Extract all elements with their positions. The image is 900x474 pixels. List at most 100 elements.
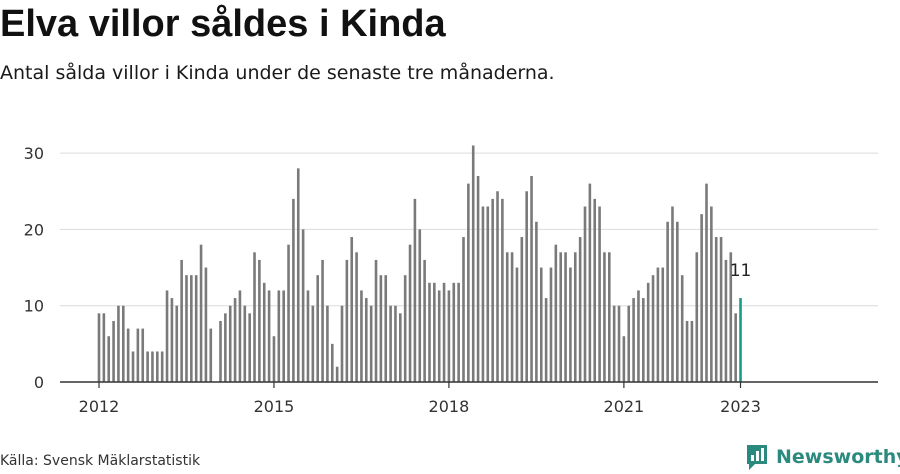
- y-tick-label: 0: [34, 373, 44, 392]
- bar: [671, 206, 674, 382]
- bar: [122, 305, 125, 382]
- bar: [680, 275, 684, 382]
- bar: [603, 252, 606, 382]
- x-tick-label: 2021: [604, 397, 645, 416]
- bar: [233, 298, 237, 382]
- bar: [719, 237, 723, 382]
- bar: [102, 313, 106, 382]
- bar: [204, 267, 208, 382]
- bar: [413, 198, 417, 382]
- bar: [700, 214, 703, 382]
- bar: [306, 290, 310, 382]
- bar: [622, 336, 626, 382]
- bar: [525, 191, 528, 382]
- bar: [253, 252, 256, 382]
- bar: [292, 198, 295, 382]
- chart-subtitle: Antal sålda villor i Kinda under de sena…: [0, 62, 555, 84]
- bar: [661, 267, 665, 382]
- bar: [316, 275, 319, 382]
- bar: [112, 320, 115, 382]
- bar: [608, 252, 611, 382]
- bar: [365, 298, 368, 382]
- bar: [549, 267, 553, 382]
- bar-highlight: [739, 298, 742, 382]
- bar: [729, 252, 733, 382]
- bar: [389, 305, 392, 382]
- bar: [690, 320, 694, 382]
- bar: [287, 244, 290, 382]
- x-tick-label: 2023: [720, 397, 761, 416]
- bar: [627, 305, 631, 382]
- bar: [651, 275, 655, 382]
- bar: [311, 305, 315, 382]
- bar: [539, 267, 543, 382]
- bar: [481, 206, 485, 382]
- bar: [326, 305, 329, 382]
- x-tick-label: 2015: [254, 397, 295, 416]
- bar: [491, 198, 494, 382]
- bar: [126, 328, 130, 382]
- bar: [598, 206, 601, 382]
- source-note: Källa: Svensk Mäklarstatistik: [0, 453, 201, 469]
- x-tick-label: 2012: [79, 397, 120, 416]
- bar: [471, 145, 475, 382]
- bar: [355, 252, 358, 382]
- bar: [330, 343, 334, 382]
- bar: [710, 206, 713, 382]
- bar: [107, 336, 111, 382]
- bar: [141, 328, 145, 382]
- bar: [209, 328, 213, 382]
- bar: [243, 305, 247, 382]
- bar: [379, 275, 383, 382]
- y-tick-label: 20: [24, 220, 44, 239]
- bar: [554, 244, 558, 382]
- bar: [578, 237, 582, 382]
- bar: [433, 282, 436, 382]
- bar: [646, 282, 650, 382]
- brand-logo[interactable]: Newsworthy: [745, 443, 900, 471]
- bar: [175, 305, 179, 382]
- bar: [219, 320, 222, 382]
- bar: [350, 237, 354, 382]
- bar: [656, 267, 660, 382]
- bar: [734, 313, 737, 382]
- bar: [146, 351, 149, 382]
- bar: [185, 275, 188, 382]
- bar: [632, 298, 635, 382]
- bar: [238, 290, 242, 382]
- bar: [258, 259, 261, 382]
- bar: [462, 237, 465, 382]
- bar: [457, 282, 460, 382]
- bar: [452, 282, 456, 382]
- bar: [544, 298, 548, 382]
- y-tick-label: 30: [24, 144, 44, 163]
- bar: [190, 275, 193, 382]
- bar: [418, 229, 422, 382]
- bar: [530, 175, 533, 382]
- bar: [724, 259, 728, 382]
- bar: [117, 305, 120, 382]
- bar: [486, 206, 490, 382]
- newsworthy-logo-icon: [747, 445, 767, 470]
- bar: [131, 351, 135, 382]
- bar: [199, 244, 203, 382]
- bar: [224, 313, 227, 382]
- bar: [160, 351, 164, 382]
- bar: [374, 259, 378, 382]
- bar: [282, 290, 285, 382]
- bar: [156, 351, 159, 382]
- bar: [569, 267, 572, 382]
- bar: [583, 206, 587, 382]
- bar: [642, 298, 645, 382]
- bar: [505, 252, 509, 382]
- bar: [496, 191, 499, 382]
- bar: [515, 267, 519, 382]
- bar: [685, 320, 689, 382]
- bar: [588, 183, 592, 382]
- bar: [564, 252, 567, 382]
- bar: [301, 229, 305, 382]
- bar: [476, 175, 480, 382]
- bar: [369, 305, 373, 382]
- bar: [277, 290, 281, 382]
